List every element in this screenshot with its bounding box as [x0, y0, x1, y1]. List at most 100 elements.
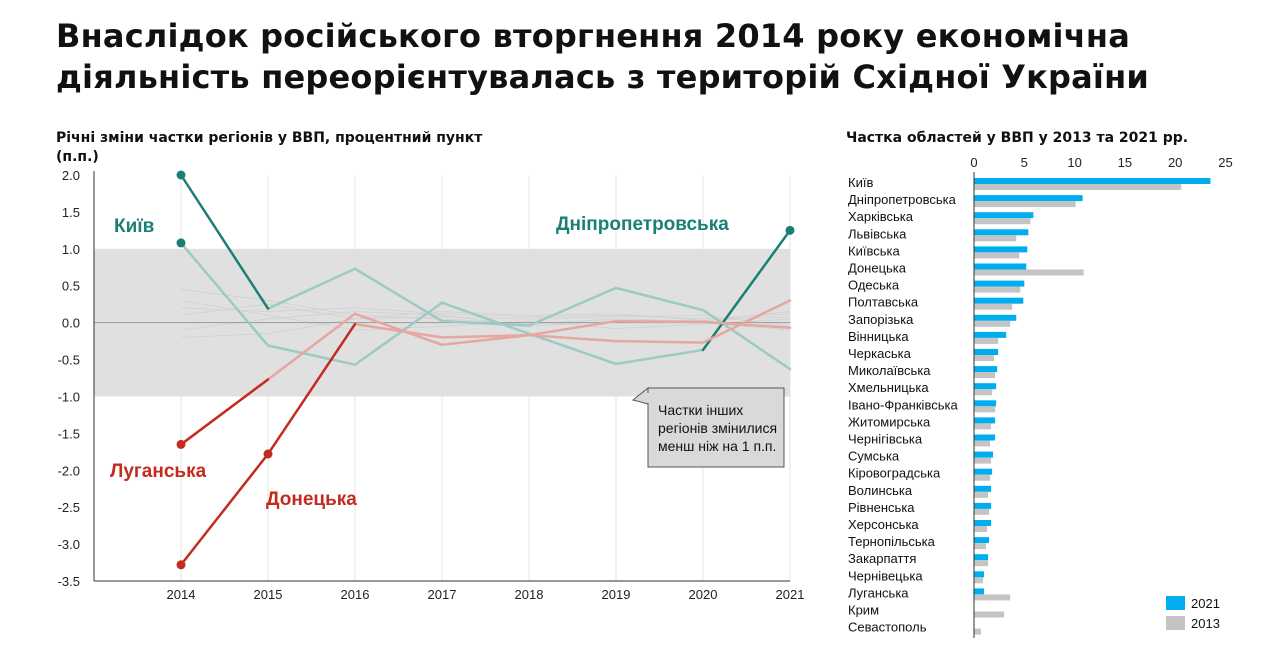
bar-2021 [974, 383, 997, 390]
line-chart-title: Річні зміни частки регіонів у ВВП, проце… [56, 130, 483, 165]
category-label: Волинська [848, 483, 913, 498]
bar-chart: 0 5 10 15 20 25 Київ Дніпропетровська Харківська… [848, 155, 1233, 638]
annotation-callout: Частки інших регіонів змінилися менш ніж н… [631, 386, 785, 468]
category-label: Івано-Франківська [848, 397, 958, 412]
category-label: Харківська [848, 209, 914, 224]
y-tick-label: 0.5 [62, 279, 80, 294]
x-tick-label: 10 [1067, 155, 1081, 170]
category-label: Чернівецька [848, 568, 923, 583]
x-tick-label: 0 [970, 155, 977, 170]
callout-joint [646, 393, 650, 403]
series-line-Донецька [701, 320, 792, 330]
series-line-Київ [527, 286, 618, 327]
x-tick-label: 2015 [254, 587, 283, 602]
x-tick-label: 2017 [428, 587, 457, 602]
chart-title: Внаслідок російського вторгнення 2014 ро… [56, 16, 1236, 98]
series-line-Київ [179, 173, 270, 310]
x-tick-label: 5 [1021, 155, 1028, 170]
category-label: Кіровоградська [848, 466, 941, 481]
series-line-Луганська [353, 312, 444, 347]
annotation-text: Частки інших [658, 402, 743, 418]
category-label: Миколаївська [848, 363, 931, 378]
data-point-Луганська [176, 439, 186, 449]
x-tick-label: 2014 [167, 587, 196, 602]
series-line-Київ [614, 286, 705, 312]
series-line-Донецька [527, 319, 618, 337]
bar-2021 [974, 314, 1017, 321]
bar-2021 [974, 263, 1027, 270]
y-tick-label: -2.0 [58, 463, 80, 478]
category-label: Херсонська [848, 517, 919, 532]
bar-2013 [974, 611, 1005, 618]
bar-2021 [974, 400, 997, 407]
bar-2021 [974, 246, 1028, 253]
x-tick-label: 2018 [515, 587, 544, 602]
category-label: Житомирська [848, 414, 931, 429]
series-line-Дніпропетровська [527, 332, 618, 366]
annotation-text: менш ніж на 1 п.п. [658, 438, 776, 454]
series-line-Київ [266, 267, 357, 310]
bar-2021 [974, 331, 1007, 338]
series-line-Дніпропетровська [701, 229, 792, 352]
bar-2013 [974, 474, 991, 481]
category-label: Дніпропетровська [848, 192, 957, 207]
bar-2021 [974, 451, 994, 458]
bar-2021 [974, 485, 992, 492]
bar-2013 [974, 543, 987, 550]
x-tick-label: 2021 [776, 587, 805, 602]
series-line-Київ [440, 319, 531, 327]
category-label: Запорізька [848, 312, 914, 327]
legend-swatch-2013 [1166, 616, 1185, 630]
x-tick-label: 2020 [689, 587, 718, 602]
bar-2021 [974, 468, 993, 475]
y-tick-label: -1.5 [58, 426, 80, 441]
x-tick-label: 2019 [602, 587, 631, 602]
bar-2013 [974, 355, 995, 361]
y-tick-label: -3.5 [58, 574, 80, 589]
data-point-Донецька [176, 560, 186, 570]
legend-label-2021: 2021 [1191, 596, 1220, 611]
bar-2013 [974, 235, 1017, 242]
bar-2013 [974, 218, 1031, 225]
series-line-Донецька [614, 319, 705, 324]
bar-2013 [974, 320, 1011, 327]
bar-2013 [974, 508, 990, 515]
bar-2013 [974, 303, 1013, 310]
category-label: Полтавська [848, 295, 919, 310]
legend-swatch-2021 [1166, 596, 1185, 610]
category-label: Луганська [848, 585, 909, 600]
bar-2013 [974, 560, 989, 567]
bar-2021 [974, 195, 1083, 202]
category-label: Сумська [848, 449, 900, 464]
series-line-Луганська [179, 378, 270, 446]
bar-2013 [974, 628, 982, 635]
category-label: Хмельницька [848, 380, 929, 395]
category-label: Крим [848, 603, 879, 618]
category-label: Київська [848, 243, 900, 258]
data-point-Київ [176, 170, 186, 180]
bar-2013 [974, 269, 1084, 276]
series-line-Дніпропетровська [614, 348, 705, 366]
bar-2021 [974, 366, 998, 373]
y-tick-label: 0.0 [62, 316, 80, 331]
series-line-Луганська [527, 333, 618, 343]
bar-2021 [974, 297, 1024, 304]
bar-2013 [974, 252, 1020, 259]
data-point-Дніпропетровська [176, 238, 186, 248]
bar-2013 [974, 577, 984, 584]
y-tick-label: -2.5 [58, 500, 80, 515]
series-line-Дніпропетровська [440, 301, 531, 335]
annotation-text: регіонів змінилися [658, 420, 777, 436]
legend-label-2013: 2013 [1191, 616, 1220, 631]
category-label: Київ [848, 175, 873, 190]
series-line-Донецька [353, 322, 444, 339]
series-line-Київ [701, 308, 792, 371]
line-chart: 2.0 1.5 1.0 0.5 0.0 -0.5 -1.0 -1.5 -2.0 -2.5 -3.0 -… [58, 168, 805, 602]
bar-2021 [974, 229, 1029, 236]
callout-box [647, 387, 785, 468]
category-label: Одеська [848, 278, 900, 293]
bar-2021 [974, 178, 1211, 184]
x-tick-label: 2016 [341, 587, 370, 602]
data-point-Донецька [263, 449, 273, 459]
y-tick-label: -0.5 [58, 353, 80, 368]
